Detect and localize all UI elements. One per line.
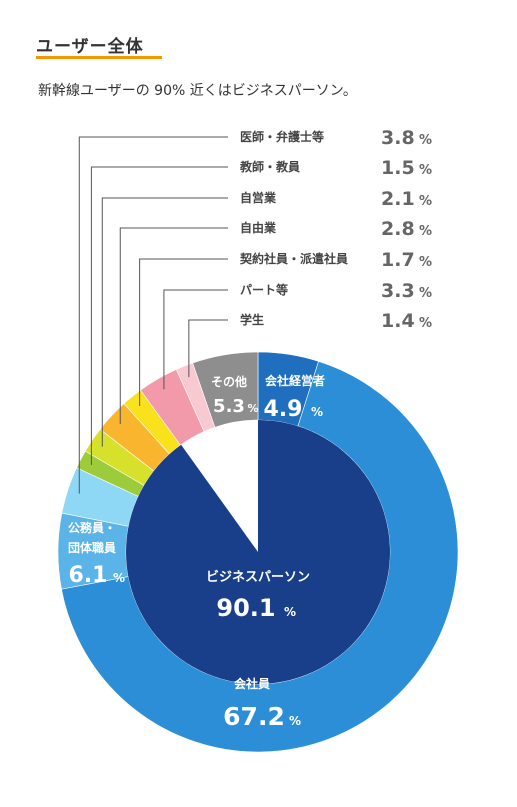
unit-executive: %	[311, 405, 323, 419]
slice-other	[192, 351, 259, 428]
legend-label: 契約社員・派遣社員	[239, 251, 348, 266]
slice-business-person	[125, 420, 390, 684]
legend-label: 自営業	[240, 190, 277, 205]
legend-unit: %	[419, 255, 432, 270]
legend-value: 2.8	[381, 218, 415, 240]
leader-line	[188, 319, 228, 378]
value-civil: 6.1	[69, 563, 108, 588]
leader-line	[119, 227, 228, 425]
value-other: 5.3	[213, 396, 245, 417]
value-employee: 67.2	[223, 702, 285, 731]
legend-value: 1.7	[381, 249, 415, 271]
legend-unit: %	[419, 316, 432, 331]
legend-label: 学生	[240, 312, 264, 327]
label-civil-1: 公務員・	[68, 520, 116, 535]
legend-label: 教師・教員	[239, 159, 300, 174]
title-underline	[36, 56, 162, 59]
legend-value: 3.8	[381, 127, 415, 149]
legend-label: 医師・弁護士等	[240, 129, 324, 144]
legend-unit: %	[419, 194, 432, 209]
leader-line	[90, 166, 228, 465]
page-subtitle: 新幹線ユーザーの 90% 近くはビジネスパーソン。	[38, 83, 357, 99]
page-title: ユーザー全体	[36, 37, 144, 57]
unit-business-person: %	[284, 605, 296, 619]
label-executive: 会社経営者	[265, 373, 325, 388]
legend-unit: %	[419, 224, 432, 239]
legend-value: 3.3	[381, 280, 415, 302]
legend-unit: %	[419, 133, 432, 148]
label-employee: 会社員	[234, 676, 270, 691]
leader-line	[139, 258, 228, 406]
legend-unit: %	[419, 286, 432, 301]
legend-value: 1.5	[381, 157, 415, 179]
unit-other: %	[247, 402, 258, 415]
label-other: その他	[211, 374, 247, 389]
unit-employee: %	[289, 714, 301, 728]
unit-civil: %	[113, 571, 125, 585]
legend-value: 1.4	[381, 310, 415, 332]
value-executive: 4.9	[264, 397, 303, 422]
label-business-person: ビジネスパーソン	[206, 569, 310, 585]
leader-line	[101, 197, 228, 447]
legend-unit: %	[419, 163, 432, 178]
legend-label: 自由業	[240, 220, 277, 235]
legend-label: パート等	[240, 282, 288, 297]
value-business-person: 90.1	[216, 594, 275, 622]
label-civil-2: 団体職員	[68, 540, 116, 555]
leader-line	[78, 136, 228, 494]
legend-value: 2.1	[381, 188, 415, 210]
leader-line	[163, 289, 228, 390]
